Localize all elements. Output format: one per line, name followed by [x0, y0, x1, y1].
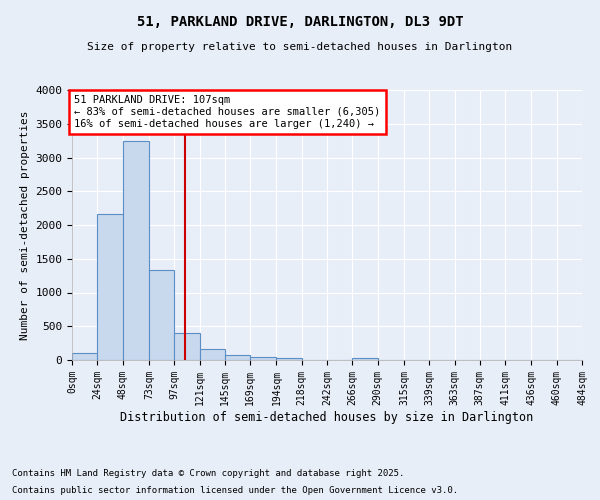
Text: Contains public sector information licensed under the Open Government Licence v3: Contains public sector information licen…	[12, 486, 458, 495]
Y-axis label: Number of semi-detached properties: Number of semi-detached properties	[20, 110, 30, 340]
X-axis label: Distribution of semi-detached houses by size in Darlington: Distribution of semi-detached houses by …	[121, 410, 533, 424]
Bar	[225, 354, 250, 360]
Bar	[174, 332, 199, 360]
Text: 51 PARKLAND DRIVE: 107sqm
← 83% of semi-detached houses are smaller (6,305)
16% : 51 PARKLAND DRIVE: 107sqm ← 83% of semi-…	[74, 96, 380, 128]
Bar	[97, 214, 122, 360]
Bar	[72, 352, 97, 360]
Bar	[352, 358, 377, 360]
Text: 51, PARKLAND DRIVE, DARLINGTON, DL3 9DT: 51, PARKLAND DRIVE, DARLINGTON, DL3 9DT	[137, 15, 463, 29]
Bar	[250, 357, 277, 360]
Bar	[149, 270, 174, 360]
Text: Contains HM Land Registry data © Crown copyright and database right 2025.: Contains HM Land Registry data © Crown c…	[12, 468, 404, 477]
Text: Size of property relative to semi-detached houses in Darlington: Size of property relative to semi-detach…	[88, 42, 512, 52]
Bar	[199, 349, 225, 360]
Bar	[122, 142, 149, 360]
Bar	[277, 358, 302, 360]
